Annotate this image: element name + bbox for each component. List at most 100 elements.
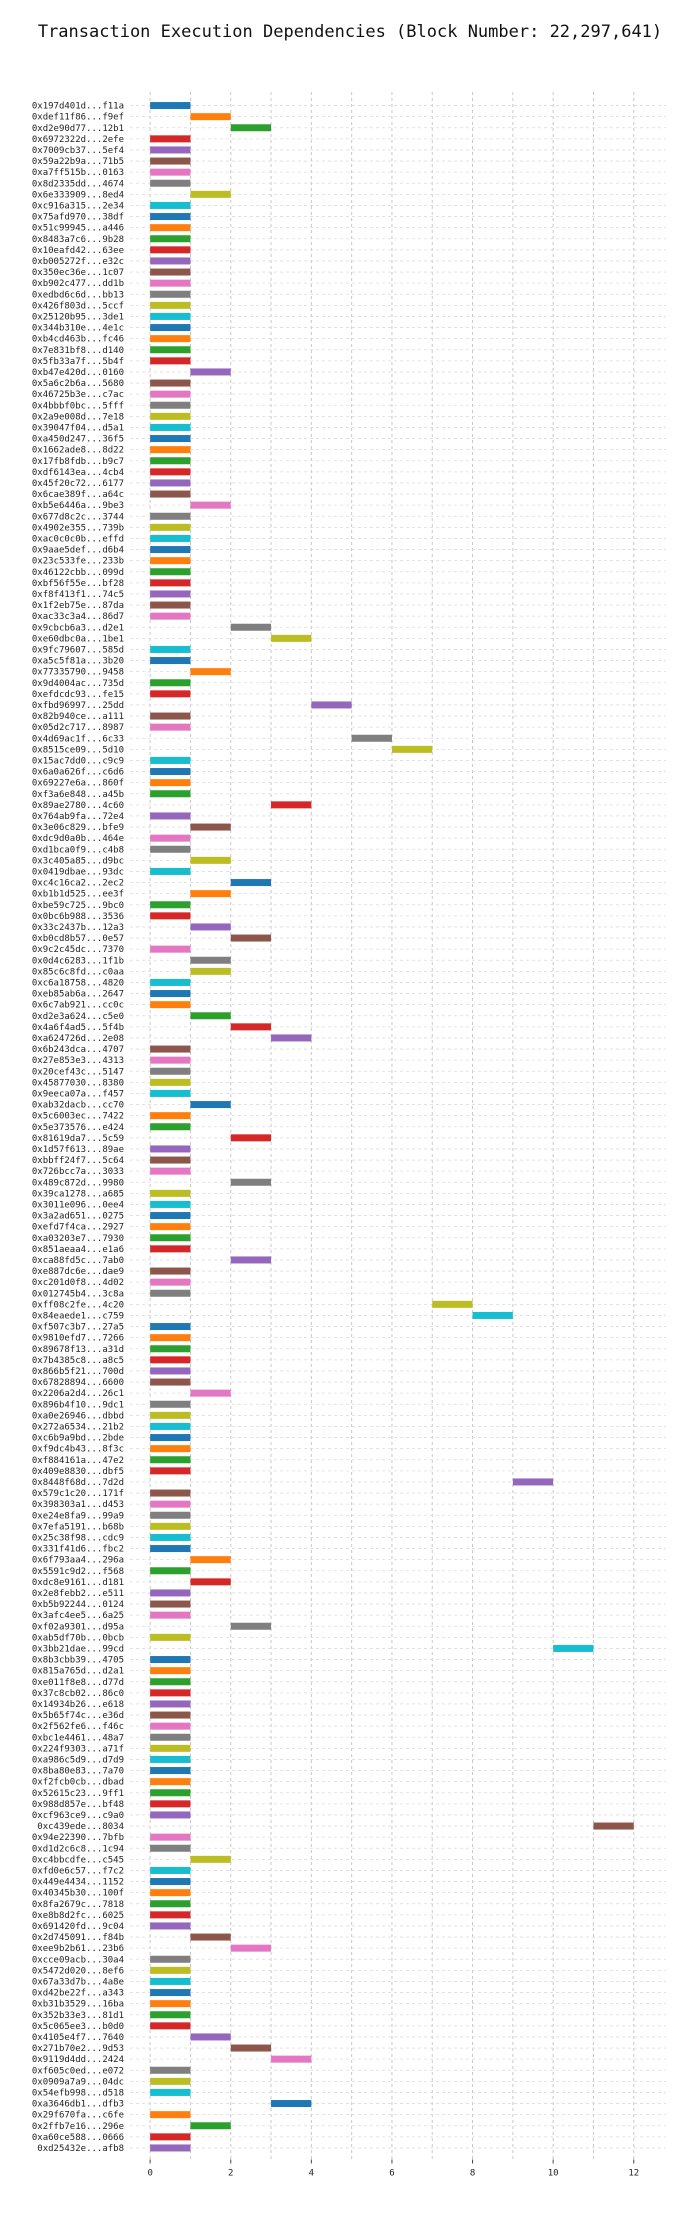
- transaction-hash-label: 0x3afc4ee5...6a25: [32, 1611, 124, 1621]
- transaction-hash-label: 0xb31b3529...16ba: [32, 2000, 124, 2010]
- transaction-bar: [351, 734, 392, 742]
- transaction-hash-label: 0x29f670fa...c6fe: [32, 2111, 124, 2121]
- transaction-bar: [150, 290, 191, 298]
- transaction-hash-label: 0x7009cb37...5ef4: [32, 146, 124, 156]
- transaction-bar: [150, 1633, 191, 1641]
- transaction-hash-label: 0x815a765d...d2a1: [32, 1667, 124, 1677]
- transaction-bar: [230, 934, 272, 942]
- transaction-hash-label: 0x4a6f4ad5...5f4b: [32, 1023, 124, 1033]
- transaction-bar: [150, 468, 191, 476]
- transaction-hash-label: 0xfd0e6c57...f7c2: [32, 1866, 124, 1876]
- x-tick-label: 10: [548, 2169, 559, 2179]
- transaction-hash-label: 0x988d857e...bf48: [32, 1800, 124, 1810]
- transaction-bar: [150, 379, 191, 387]
- transaction-hash-label: 0xa7ff515b...0163: [32, 168, 124, 178]
- transaction-hash-label: 0x25c38f98...cdc9: [32, 1533, 124, 1543]
- transaction-hash-label: 0x67828894...6600: [32, 1378, 124, 1388]
- transaction-bar: [150, 102, 191, 110]
- transaction-hash-label: 0x726bcc7a...3033: [32, 1167, 124, 1177]
- transaction-bar: [553, 1644, 594, 1652]
- transaction-hash-label: 0x7e831bf8...d140: [32, 346, 124, 356]
- transaction-bar: [150, 679, 191, 687]
- transaction-hash-label: 0x4d69ac1f...6c33: [32, 734, 124, 744]
- transaction-hash-label: 0x8515ce09...5d10: [32, 745, 124, 755]
- transaction-bar: [150, 1778, 191, 1786]
- transaction-bar: [150, 523, 191, 531]
- transaction-bar: [150, 657, 191, 665]
- transaction-hash-label: 0x344b310e...4e1c: [32, 324, 124, 334]
- transaction-hash-label: 0xfbd96997...25dd: [32, 701, 124, 711]
- transaction-bar: [150, 845, 191, 853]
- transaction-hash-label: 0x94e22390...7bfb: [32, 1833, 124, 1843]
- transaction-hash-label: 0x9fc79607...585d: [32, 645, 124, 655]
- transaction-bar: [150, 457, 191, 465]
- transaction-hash-label: 0x2a9e008d...7e18: [32, 412, 124, 422]
- transaction-bar: [190, 501, 231, 509]
- transaction-bar: [150, 1711, 191, 1719]
- transaction-bar: [150, 1656, 191, 1664]
- transaction-hash-label: 0xa3646db1...dfb3: [32, 2100, 124, 2110]
- transaction-hash-label: 0x7b4385c8...a8c5: [32, 1356, 124, 1366]
- transaction-hash-label: 0xac33c3a4...86d7: [32, 612, 124, 622]
- transaction-hash-label: 0xbbff24f7...5c64: [32, 1156, 124, 1166]
- transaction-hash-label: 0x40345b30...100f: [32, 1889, 124, 1899]
- x-tick-label: 6: [389, 2169, 394, 2179]
- transaction-bar: [150, 346, 191, 354]
- transaction-bar: [150, 268, 191, 276]
- transaction-hash-label: 0xf2fcb0cb...dbad: [32, 1778, 124, 1788]
- transaction-hash-label: 0xd2e3a624...c5e0: [32, 1012, 124, 1022]
- transaction-bar: [150, 1567, 191, 1575]
- transaction-bar: [150, 1112, 191, 1120]
- transaction-bar: [150, 1089, 191, 1097]
- transaction-bar: [150, 1744, 191, 1752]
- transaction-hash-label: 0x45f20c72...6177: [32, 479, 124, 489]
- transaction-hash-label: 0x77335790...9458: [32, 668, 124, 678]
- transaction-hash-label: 0x4bbbf0bc...5fff: [32, 401, 124, 411]
- transaction-bar: [150, 1600, 191, 1608]
- transaction-bar: [150, 1722, 191, 1730]
- transaction-hash-label: 0xcf963ce9...c9a0: [32, 1811, 124, 1821]
- transaction-bar: [150, 401, 191, 409]
- transaction-bar: [150, 279, 191, 287]
- transaction-bar: [190, 1933, 231, 1941]
- transaction-bar: [150, 912, 191, 920]
- transaction-hash-label: 0x9119d4dd...2424: [32, 2055, 124, 2065]
- transaction-bar: [150, 945, 191, 953]
- transaction-bar: [271, 801, 312, 809]
- transaction-hash-label: 0xb0cd8b57...0e57: [32, 934, 124, 944]
- transaction-hash-label: 0xf3a6e848...a45b: [32, 790, 124, 800]
- transaction-hash-label: 0xe60dbc0a...1be1: [32, 634, 124, 644]
- transaction-bar: [150, 2088, 191, 2096]
- transaction-hash-label: 0x0419dbae...93dc: [32, 867, 124, 877]
- transaction-hash-label: 0x9eeca07a...f457: [32, 1089, 124, 1099]
- transaction-bar: [150, 301, 191, 309]
- transaction-bar: [472, 1311, 513, 1319]
- transaction-bar: [150, 257, 191, 265]
- transaction-bar: [150, 1189, 191, 1197]
- transaction-hash-label: 0x677d8c2c...3744: [32, 512, 124, 522]
- transaction-hash-label: 0xa624726d...2e08: [32, 1034, 124, 1044]
- transaction-bar: [150, 1245, 191, 1253]
- transaction-bar: [230, 1134, 272, 1142]
- transaction-hash-label: 0x409e8830...dbf5: [32, 1467, 124, 1477]
- transaction-hash-label: 0xe887dc6e...dae9: [32, 1267, 124, 1277]
- transaction-bar: [150, 213, 191, 221]
- transaction-bar: [150, 612, 191, 620]
- transaction-hash-label: 0x398303a1...d453: [32, 1500, 124, 1510]
- transaction-bar: [190, 890, 231, 898]
- transaction-bar: [150, 1966, 191, 1974]
- transaction-hash-label: 0xdef11f86...f9ef: [32, 113, 124, 123]
- transaction-bar: [150, 723, 191, 731]
- transaction-hash-label: 0xc4bbcdfe...c545: [32, 1855, 124, 1865]
- transaction-bar: [150, 590, 191, 598]
- transaction-bar: [271, 2055, 312, 2063]
- transaction-hash-label: 0xf9dc4b43...8f3c: [32, 1445, 124, 1455]
- transaction-hash-label: 0xbc1e4461...48a7: [32, 1733, 124, 1743]
- grid-layer: [130, 92, 666, 2160]
- transaction-hash-label: 0xb5e6446a...9be3: [32, 501, 124, 511]
- transaction-bar: [230, 1944, 272, 1952]
- transaction-hash-label: 0x851aeaa4...e1a6: [32, 1245, 124, 1255]
- transaction-bar: [190, 2033, 231, 2041]
- transaction-hash-label: 0x85c6c8fd...c0aa: [32, 967, 124, 977]
- transaction-bar: [150, 1844, 191, 1852]
